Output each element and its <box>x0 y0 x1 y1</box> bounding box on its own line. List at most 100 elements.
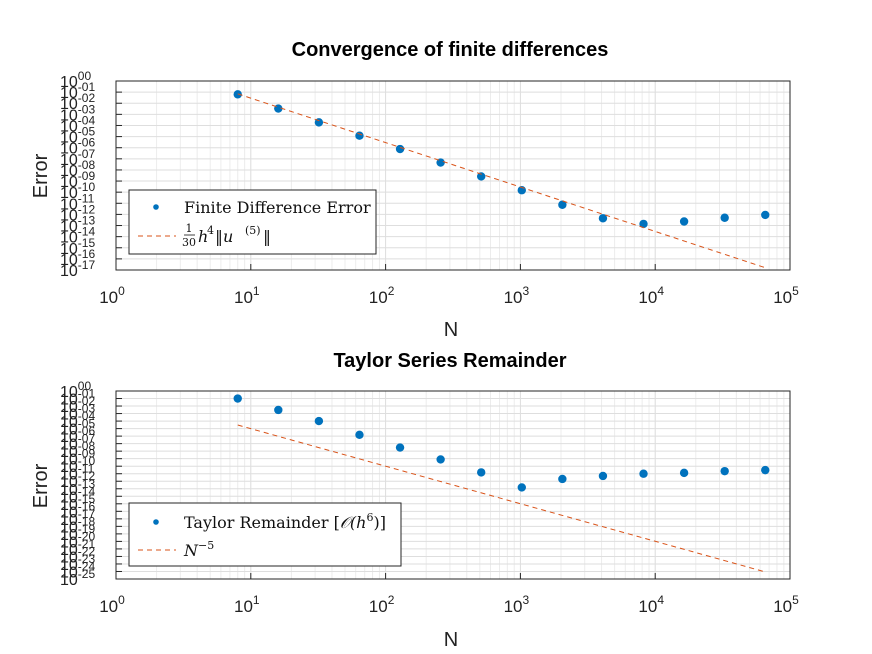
svg-text:N−5: N−5 <box>183 539 214 560</box>
data-point <box>720 466 729 476</box>
y-tick-label: 10-17 <box>60 507 95 529</box>
y-tick-label: 10-13 <box>60 214 95 236</box>
data-point <box>395 443 405 452</box>
chart-panel-taylor: Taylor Series Remainder 100 101 102 103 104 1… <box>30 350 799 651</box>
y-tick-label: 10-15 <box>60 492 95 514</box>
legend: Taylor Remainder [𝒪(h6)] N−5 <box>128 502 402 567</box>
series-layer <box>233 90 770 269</box>
legend: Finite Difference Error 1 30 h 4 ‖u (5) … <box>128 189 377 255</box>
data-point <box>598 471 608 481</box>
axes-box <box>115 390 791 580</box>
y-tick-label: 10-21 <box>60 537 95 559</box>
y-tick-label: 10-02 <box>60 91 95 113</box>
y-tick-label: 10-15 <box>60 236 95 258</box>
legend-marker-finite-difference <box>153 204 159 210</box>
y-tick-label: 10-10 <box>60 454 95 476</box>
svg-text:4: 4 <box>207 224 214 237</box>
data-point <box>679 468 689 478</box>
data-point <box>477 468 486 477</box>
y-tick-label: 10-13 <box>60 477 95 499</box>
svg-text:Taylor Remainder [𝒪(h6)]: Taylor Remainder [𝒪(h6)] <box>184 511 386 532</box>
chart-title: Convergence of finite differences <box>292 39 609 61</box>
legend-marker-taylor <box>153 519 159 525</box>
x-tick-label: 101 <box>234 284 260 307</box>
y-tick-label: 10-22 <box>60 544 95 566</box>
data-point <box>558 474 567 484</box>
x-tick-label: 105 <box>773 593 799 616</box>
y-tick-label: 1000 <box>60 69 91 91</box>
x-tick-label: 100 <box>99 593 125 616</box>
legend-box <box>128 502 402 567</box>
y-tick-label: 10-05 <box>60 417 95 439</box>
y-tick-label: 10-25 <box>60 567 95 589</box>
x-tick-label: 103 <box>504 284 530 307</box>
y-tick-label: 10-01 <box>60 387 95 409</box>
y-tick-label: 10-02 <box>60 394 95 416</box>
data-point <box>395 144 405 154</box>
x-axis-label: N <box>444 629 458 651</box>
legend-label-n5: N−5 <box>183 539 214 560</box>
svg-text:h: h <box>198 227 208 246</box>
x-tick-label: 103 <box>504 593 530 616</box>
y-tick-label: 10-09 <box>60 169 95 191</box>
data-point <box>639 469 648 478</box>
svg-text:‖: ‖ <box>263 227 271 246</box>
legend-box <box>128 189 377 255</box>
data-point <box>598 214 608 223</box>
y-tick-label: 10-23 <box>60 552 95 574</box>
x-tick-label: 102 <box>369 593 395 616</box>
data-point <box>314 416 324 426</box>
svg-text:(5): (5) <box>245 224 261 237</box>
x-tick-labels: 100 101 102 103 104 105 <box>99 284 799 307</box>
y-tick-label: 10-12 <box>60 202 95 224</box>
y-tick-labels: 100010-0110-0210-0310-0410-0510-0610-071… <box>60 379 95 589</box>
y-tick-label: 10-16 <box>60 499 95 521</box>
y-tick-label: 10-03 <box>60 102 95 124</box>
data-point <box>477 172 486 181</box>
data-point <box>558 200 567 209</box>
y-tick-label: 10-11 <box>60 462 95 484</box>
y-tick-label: 10-11 <box>60 191 95 213</box>
data-point <box>679 217 689 226</box>
y-tick-label: 10-07 <box>60 147 95 169</box>
svg-text:‖u: ‖u <box>215 227 233 246</box>
legend-label-taylor: Taylor Remainder [𝒪(h6)] <box>184 511 386 532</box>
series-layer <box>233 394 770 573</box>
series-line <box>237 93 766 269</box>
y-tick-label: 10-08 <box>60 158 95 180</box>
y-tick-label: 10-07 <box>60 432 95 454</box>
chart-title: Taylor Series Remainder <box>333 350 566 372</box>
data-point <box>639 219 648 229</box>
y-tick-label: 10-04 <box>60 113 95 135</box>
y-tick-label: 10-17 <box>60 258 95 280</box>
x-tick-label: 104 <box>638 284 664 307</box>
x-tick-labels: 100 101 102 103 104 105 <box>99 593 799 616</box>
y-tick-label: 10-20 <box>60 529 95 551</box>
y-tick-label: 10-10 <box>60 180 95 202</box>
data-point <box>517 483 526 492</box>
y-tick-label: 10-05 <box>60 125 95 147</box>
data-point <box>720 213 729 222</box>
y-tick-label: 10-03 <box>60 402 95 424</box>
y-tick-label: 10-04 <box>60 409 95 431</box>
data-point <box>761 465 770 475</box>
x-tick-label: 105 <box>773 284 799 307</box>
axes-box <box>115 80 791 271</box>
y-tick-labels: 100010-0110-0210-0310-0410-0510-0610-071… <box>60 69 95 280</box>
x-tick-label: 101 <box>234 593 260 616</box>
x-tick-label: 100 <box>99 284 125 307</box>
data-point <box>436 455 445 464</box>
y-tick-label: 10-06 <box>60 136 95 158</box>
y-tick-label: 10-09 <box>60 447 95 469</box>
svg-text:30: 30 <box>182 236 196 249</box>
y-tick-label: 10-12 <box>60 469 95 491</box>
legend-label-h4: 1 30 h 4 ‖u (5) ‖ <box>182 222 271 249</box>
y-tick-label: 10-06 <box>60 424 95 446</box>
y-tick-label: 10-18 <box>60 514 95 536</box>
x-tick-label: 104 <box>638 593 664 616</box>
y-tick-label: 1000 <box>60 379 91 401</box>
chart-panel-convergence: Convergence of finite differences 100 101… <box>30 39 799 341</box>
data-point <box>274 405 283 415</box>
x-axis-label: N <box>444 319 458 341</box>
